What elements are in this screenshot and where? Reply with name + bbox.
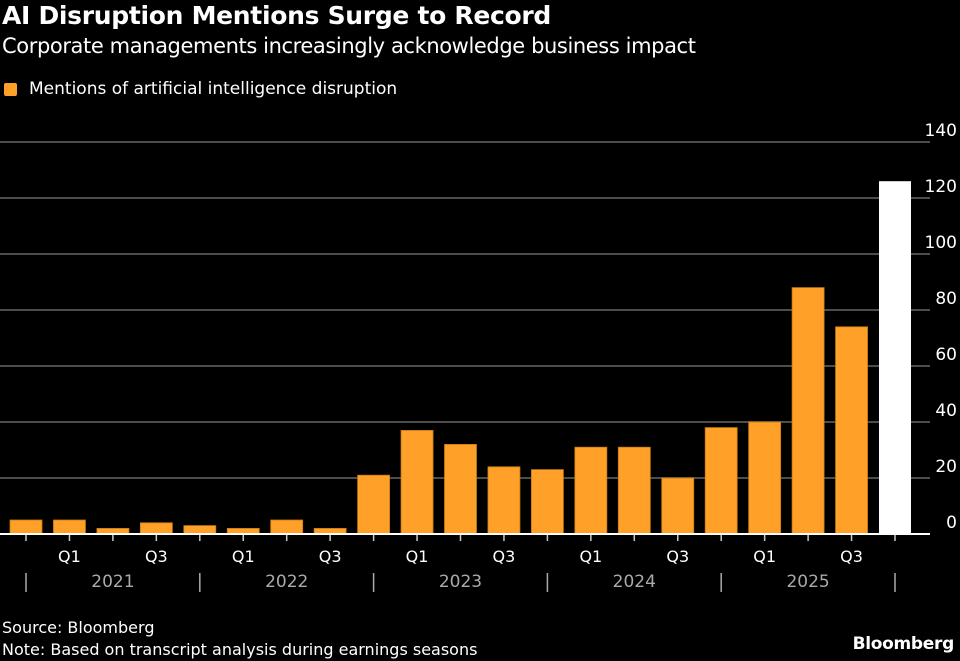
x-tick-label: Q3 [666,547,689,566]
x-tick-label: Q3 [493,547,516,566]
year-label: 2021 [91,572,134,592]
note-text: Note: Based on transcript analysis durin… [2,640,478,659]
bar [400,429,434,535]
year-label: 2024 [613,572,656,592]
bar [270,519,304,535]
x-tick-label: Q1 [579,547,602,566]
bar [183,525,217,535]
bar [704,427,738,535]
bar [574,446,608,535]
bar [487,466,521,535]
legend-label: Mentions of artificial intelligence disr… [29,79,398,99]
x-tick-label: Q1 [406,547,429,566]
bar [531,469,564,535]
bar [444,443,477,535]
bar [53,519,86,535]
bar [835,326,868,535]
year-label: 2025 [786,572,829,592]
y-tick-label: 20 [935,457,957,477]
bloomberg-logo: Bloomberg [852,634,955,654]
x-tick-label: Q3 [145,547,168,566]
y-tick-label: 80 [935,289,957,309]
y-tick-label: 140 [925,121,957,141]
bar [748,421,782,535]
legend-swatch [4,82,17,96]
chart-title: AI Disruption Mentions Surge to Record [2,1,552,30]
footnotes: Source: Bloomberg Note: Based on transcr… [2,617,477,661]
bar [879,181,911,534]
source-text: Source: Bloomberg [2,618,155,637]
y-tick-label: 60 [935,345,957,365]
y-tick-label: 100 [925,233,957,253]
year-label: 2022 [265,572,308,592]
x-tick-label: Q1 [753,547,776,566]
year-label: 2023 [439,572,482,592]
chart-subtitle: Corporate managements increasingly ackno… [2,34,696,58]
x-tick-label: Q1 [58,547,81,566]
legend: Mentions of artificial intelligence disr… [4,79,397,99]
bar [791,287,825,535]
bar [139,522,173,535]
y-tick-label: 120 [925,177,957,197]
y-tick-label: 40 [935,401,957,421]
bar [661,477,695,535]
y-tick-label: 0 [946,513,957,533]
bar [357,474,391,535]
bar [9,519,43,535]
x-tick-label: Q1 [232,547,255,566]
x-tick-label: Q3 [319,547,342,566]
bar [617,446,651,535]
x-tick-label: Q3 [840,547,863,566]
